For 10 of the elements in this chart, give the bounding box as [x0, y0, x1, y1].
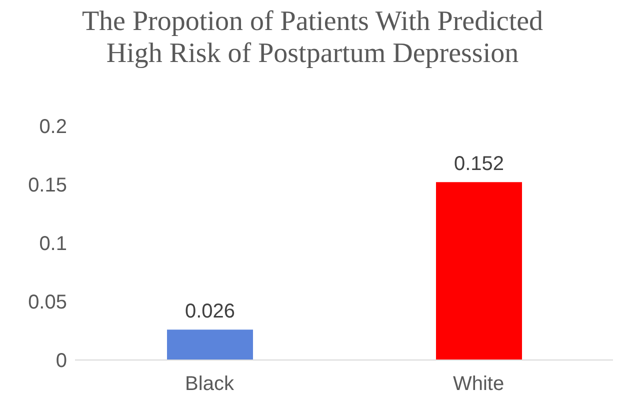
data-label: 0.152: [454, 153, 504, 176]
y-tick-label: 0.15: [28, 174, 67, 197]
x-tick-label: White: [452, 373, 504, 396]
y-tick-label: 0.05: [28, 292, 67, 314]
y-tick-label: 0: [56, 350, 67, 372]
chart-title: The Propotion of Patients With Predicted High Risk of Postpartum Depression: [80, 5, 544, 71]
data-label: 0.026: [184, 300, 236, 323]
x-tick-label: Black: [185, 373, 235, 396]
y-tick-label: 0.1: [39, 233, 67, 256]
y-tick-label: 0.2: [39, 116, 67, 138]
